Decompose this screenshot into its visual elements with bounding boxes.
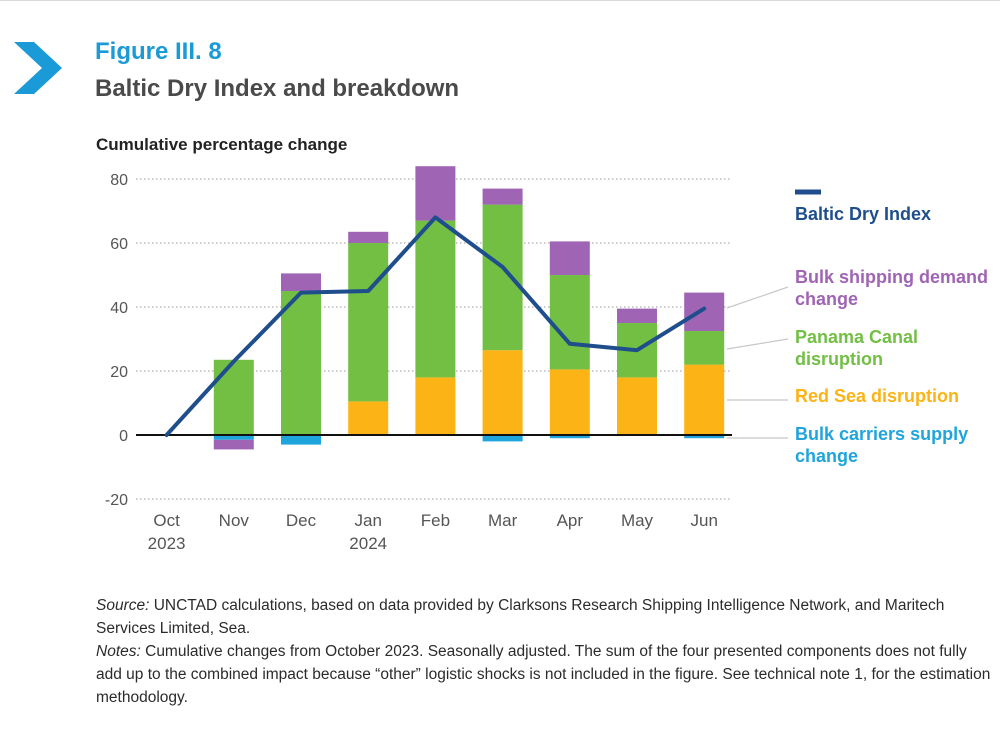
x-tick-label: Nov xyxy=(219,511,250,530)
bar-segment xyxy=(348,231,389,243)
bar-segment xyxy=(617,377,657,435)
y-tick-label: 0 xyxy=(119,428,128,445)
legend-label: Baltic Dry Index xyxy=(795,204,931,224)
legend-label: Bulk shipping demand change xyxy=(795,267,988,309)
bar-segment xyxy=(213,435,254,440)
top-rule xyxy=(0,0,1000,1)
legend-leader-line xyxy=(726,286,789,309)
y-tick-label: 80 xyxy=(110,172,128,189)
source-note: Source: UNCTAD calculations, based on da… xyxy=(96,594,996,640)
bar-segment xyxy=(617,308,657,323)
legend-label: Bulk carriers supply change xyxy=(795,424,968,466)
bar-segment xyxy=(213,359,254,435)
bar-segment xyxy=(549,275,590,370)
stacked-bar-chart: Cumulative percentage change -20 0 20 40 60 80… xyxy=(96,135,988,553)
bdi-point xyxy=(366,289,370,293)
bdi-point xyxy=(501,265,505,269)
bar-segment xyxy=(348,401,389,435)
bar-segment xyxy=(684,364,725,435)
x-tick-year-label: 2024 xyxy=(349,534,387,553)
chevron-right-icon xyxy=(14,42,62,94)
y-axis-title: Cumulative percentage change xyxy=(96,135,347,154)
source-label: Source: xyxy=(96,597,150,614)
bdi-point xyxy=(165,433,169,437)
bar-segment xyxy=(482,188,523,205)
bar-segment xyxy=(281,273,321,291)
x-tick-label: Feb xyxy=(421,511,450,530)
x-tick-label: Oct xyxy=(153,511,180,530)
bdi-point xyxy=(299,291,303,295)
bdi-point xyxy=(568,342,572,346)
figure-footer: Source: UNCTAD calculations, based on da… xyxy=(96,594,996,709)
bdi-point xyxy=(702,307,706,311)
bar-segment xyxy=(684,331,725,365)
notes-note: Notes: Cumulative changes from October 2… xyxy=(96,640,996,709)
bar-segment xyxy=(213,439,254,450)
y-tick-label: -20 xyxy=(105,492,128,509)
bar-segment xyxy=(684,435,725,439)
notes-label: Notes: xyxy=(96,643,141,660)
notes-text: Cumulative changes from October 2023. Se… xyxy=(96,643,991,706)
x-tick-label: Dec xyxy=(286,511,317,530)
figure-title: Baltic Dry Index and breakdown xyxy=(95,75,460,102)
bar-segment xyxy=(482,435,523,442)
y-tick-label: 40 xyxy=(110,300,128,317)
bar-segment xyxy=(482,350,523,435)
bar-segment xyxy=(549,369,590,435)
x-tick-label: Jun xyxy=(690,511,717,530)
y-tick-label: 20 xyxy=(110,364,128,381)
source-text: UNCTAD calculations, based on data provi… xyxy=(96,597,945,637)
figure-number: Figure III. 8 xyxy=(95,38,222,65)
x-tick-label: May xyxy=(621,511,654,530)
bar-segment xyxy=(482,204,523,351)
bar-segment xyxy=(415,166,456,221)
bdi-point xyxy=(433,215,437,219)
bar-segment xyxy=(549,241,590,275)
x-tick-label: Apr xyxy=(557,511,584,530)
bdi-point xyxy=(635,348,639,352)
x-tick-year-label: 2023 xyxy=(148,534,186,553)
legend-label: Red Sea disruption xyxy=(795,386,959,406)
bar-segment xyxy=(684,292,725,331)
bar-segment xyxy=(549,435,590,439)
bdi-point xyxy=(232,359,236,363)
legend-leader-line xyxy=(726,338,789,350)
bar-segment xyxy=(415,220,456,378)
x-tick-label: Jan xyxy=(354,511,381,530)
bar-segment xyxy=(415,377,456,435)
legend-label: Panama Canal disruption xyxy=(795,327,918,369)
bar-segment xyxy=(348,243,389,402)
y-tick-label: 60 xyxy=(110,236,128,253)
x-tick-label: Mar xyxy=(488,511,518,530)
bar-segment xyxy=(281,291,321,435)
bar-segment xyxy=(281,435,321,445)
